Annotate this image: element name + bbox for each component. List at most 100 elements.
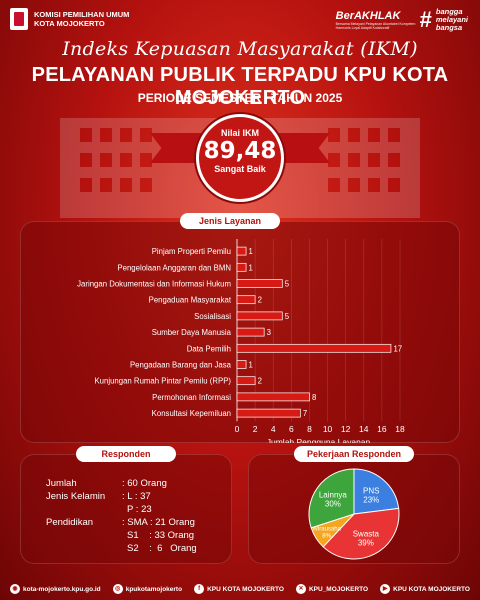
bar <box>236 311 283 321</box>
facebook-icon: f <box>194 584 205 594</box>
slice-name-label: Swasta <box>353 529 380 538</box>
footer-link-text: KPU_MOJOKERTO <box>308 585 369 593</box>
category-label: Data Pemilih <box>187 344 231 353</box>
pie-slice <box>308 468 355 529</box>
x-tick-label: 18 <box>395 424 405 434</box>
slice-name-label: Lainnya <box>319 491 348 500</box>
bar <box>236 327 265 337</box>
bar <box>236 376 256 386</box>
slice-percent-label: 8% <box>322 533 331 539</box>
jenis-layanan-heading: Jenis Layanan <box>180 213 280 229</box>
bar <box>236 279 283 288</box>
org-line1: KOMISI PEMILIHAN UMUM <box>34 10 130 19</box>
ikm-value: 89,48 <box>203 138 277 164</box>
x-tick-label: 2 <box>253 424 258 434</box>
x-tick-label: 4 <box>271 424 276 434</box>
bar <box>236 343 392 353</box>
period-title: PERIODE SEMESTER I TAHUN 2025 <box>137 91 343 105</box>
x-axis-label: Jumlah Pengguna Layanan <box>267 437 371 443</box>
bar-value-label: 1 <box>249 247 253 256</box>
berakhlak-subtitle: Bersama Melayani Pelayanan Akuntabel Kom… <box>335 22 416 30</box>
bar-value-label: 7 <box>303 409 307 418</box>
org-name: KOMISI PEMILIHAN UMUM KOTA MOJOKERTO <box>34 10 129 28</box>
footer-link-text: KPU KOTA MOJOKERTO <box>393 585 470 593</box>
slice-percent-label: 30% <box>325 500 341 509</box>
bar-value-label: 8 <box>312 393 316 402</box>
hashtag-icon: # <box>419 7 432 32</box>
ikm-badge: Nilai IKM 89,48 Sangat Baik <box>196 114 284 202</box>
slice-percent-label: 23% <box>363 495 379 504</box>
bar-value-label: 17 <box>393 344 402 353</box>
jenis-kelamin-label: Jenis Kelamin <box>46 491 106 502</box>
pendidikan-s2: S2 : 6 Orang <box>127 543 197 554</box>
bar <box>236 262 247 272</box>
melayani-word: melayani <box>435 15 468 24</box>
footer-link[interactable]: ◎ kpukotamojokerto <box>112 584 183 594</box>
bar-value-label: 2 <box>258 296 262 305</box>
slice-name-label: Wirausaha <box>312 526 341 532</box>
slice-name-label: PNS <box>363 486 379 495</box>
category-label: Permohonan Informasi <box>152 393 231 402</box>
bar <box>236 408 301 418</box>
category-label: Pinjam Properti Pemilu <box>152 247 231 256</box>
bar-value-label: 3 <box>267 328 271 337</box>
footer-link[interactable]: f KPU KOTA MOJOKERTO <box>194 584 284 594</box>
responden-panel <box>20 454 232 564</box>
category-label: Sosialisasi <box>194 312 231 321</box>
pendidikan-label: Pendidikan <box>46 517 94 528</box>
jumlah-label: Jumlah <box>46 478 77 489</box>
bar-value-label: 5 <box>285 312 290 321</box>
x-tick-label: 12 <box>341 424 351 434</box>
instagram-icon: ◎ <box>112 584 123 594</box>
berakhlak-logo: BerAKHLAK <box>335 10 401 22</box>
footer-link-text: kpukotamojokerto <box>125 585 183 593</box>
youtube-icon: ▶ <box>380 584 391 594</box>
page-title: PELAYANAN PUBLIK TERPADU KPU KOTA MOJOKE… <box>31 64 449 109</box>
globe-icon: ◉ <box>10 584 21 594</box>
pekerjaan-heading: Pekerjaan Responden <box>294 446 414 462</box>
bar-value-label: 1 <box>249 361 253 370</box>
category-label: Pengelolaan Anggaran dan BMN <box>117 263 231 272</box>
x-tick-label: 14 <box>359 424 369 434</box>
footer: ◉ kota-mojokerto.kpu.go.id ◎ kpukotamojoker… <box>0 578 480 600</box>
category-label: Kunjungan Rumah Pintar Pemilu (RPP) <box>94 377 231 386</box>
title-script: Indeks Kepuasan Masyarakat (IKM) <box>62 38 418 60</box>
ikm-label: Nilai IKM <box>220 128 259 138</box>
category-label: Konsultasi Kepemiluan <box>152 409 231 418</box>
category-label: Jaringan Dokumentasi dan Informasi Hukum <box>77 280 231 289</box>
jenis-kelamin-p: P : 23 <box>127 504 152 515</box>
bangga-word: bangga <box>435 7 463 16</box>
bar-value-label: 5 <box>285 280 290 289</box>
slice-percent-label: 39% <box>358 538 374 547</box>
pendidikan-sma: : SMA : 21 Orang <box>122 517 195 528</box>
x-tick-label: 0 <box>235 424 240 434</box>
org-line2: KOTA MOJOKERTO <box>34 19 105 28</box>
x-tick-label: 8 <box>307 424 312 434</box>
x-tick-label: 16 <box>377 424 387 434</box>
bar-value-label: 2 <box>258 377 262 386</box>
responden-heading: Responden <box>76 446 176 462</box>
footer-link[interactable]: ◉ kota-mojokerto.kpu.go.id <box>10 584 101 594</box>
x-tick-label: 10 <box>323 424 333 434</box>
jenis-kelamin-l: : L : 37 <box>122 491 151 502</box>
bangga-melayani-logo: bangga melayani bangsa <box>436 8 468 32</box>
x-tick-label: 6 <box>289 424 294 434</box>
jumlah-value: : 60 Orang <box>122 478 167 489</box>
bar <box>236 246 247 256</box>
footer-link[interactable]: ▶ KPU KOTA MOJOKERTO <box>380 584 470 594</box>
footer-link-text: kota-mojokerto.kpu.go.id <box>23 585 101 593</box>
category-label: Pengadaan Barang dan Jasa <box>130 361 232 370</box>
bar-value-label: 1 <box>249 263 253 272</box>
ikm-category: Sangat Baik <box>214 164 266 174</box>
category-label: Sumber Daya Manusia <box>152 328 232 337</box>
bar <box>236 392 310 402</box>
bar <box>236 295 256 305</box>
footer-link[interactable]: ✕ KPU_MOJOKERTO <box>295 584 369 594</box>
footer-link-text: KPU KOTA MOJOKERTO <box>207 585 284 593</box>
x-twitter-icon: ✕ <box>295 584 306 594</box>
kpu-logo <box>10 8 28 30</box>
berakhlak-header: BerAKHLAK Bersama Melayani Pelayanan Aku… <box>336 8 468 32</box>
pie-slice <box>353 468 400 515</box>
